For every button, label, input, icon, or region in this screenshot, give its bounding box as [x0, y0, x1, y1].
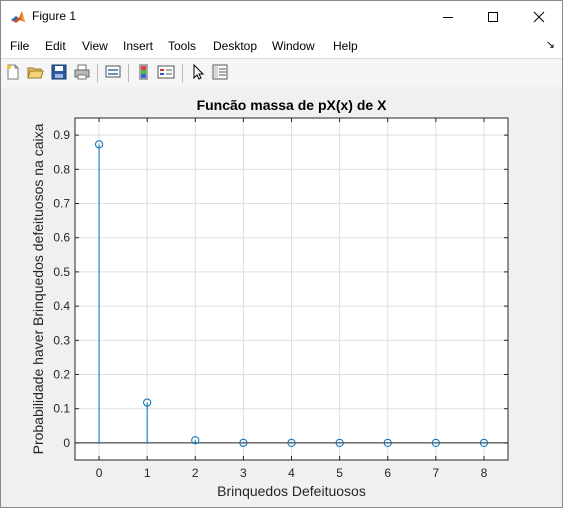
menu-tools[interactable]: Tools [168, 39, 197, 53]
save-icon[interactable] [50, 63, 68, 81]
y-tick-label: 0.9 [53, 128, 70, 142]
x-tick-label: 6 [384, 466, 391, 480]
property-inspector-icon[interactable] [211, 63, 229, 81]
toolbar-separator [182, 64, 183, 82]
y-tick-label: 0.2 [53, 368, 70, 382]
figure-canvas[interactable]: 0 1 2 3 4 5 6 7 8 0 0.1 0.2 0.3 0.4 0.5 0.6 0.7 0.8 0.9 Fu… [1, 87, 562, 507]
x-tick-label: 8 [481, 466, 488, 480]
y-tick-label: 0.7 [53, 197, 70, 211]
stem-marker[interactable] [335, 438, 344, 447]
dock-figure-arrow-icon[interactable]: ↘ [545, 39, 555, 51]
y-tick-label: 0.6 [53, 231, 70, 245]
maximize-icon [488, 12, 498, 22]
menu-bar: File Edit View Insert Tools Desktop Wind… [1, 33, 562, 58]
y-tick-label: 0.4 [53, 299, 70, 313]
stem-marker[interactable] [239, 438, 248, 447]
insert-legend-icon[interactable] [157, 63, 175, 81]
x-axis-label: Brinquedos Defeituosos [217, 483, 366, 499]
close-button[interactable] [516, 1, 562, 33]
figure-toolbar [1, 58, 562, 88]
y-axis-label: Probabilidade haver Brinquedos defeituos… [30, 123, 46, 454]
stem-marker[interactable] [383, 438, 392, 447]
menu-file[interactable]: File [10, 39, 30, 53]
x-tick-label: 0 [96, 466, 103, 480]
y-tick-label: 0.1 [53, 402, 70, 416]
x-tick-label: 5 [336, 466, 343, 480]
x-tick-label: 1 [144, 466, 151, 480]
stem-marker[interactable] [287, 438, 296, 447]
stem-marker[interactable] [143, 398, 152, 407]
maximize-button[interactable] [470, 1, 516, 33]
new-figure-icon[interactable] [4, 63, 22, 81]
toolbar-separator [97, 64, 98, 82]
title-bar[interactable]: Figure 1 [1, 1, 562, 33]
menu-view[interactable]: View [82, 39, 108, 53]
stem-marker[interactable] [191, 436, 200, 445]
x-tick-label: 2 [192, 466, 199, 480]
minimize-icon [443, 17, 453, 18]
stem-plot[interactable]: 0 1 2 3 4 5 6 7 8 0 0.1 0.2 0.3 0.4 0.5 0.6 0.7 0.8 0.9 Fu… [1, 87, 562, 507]
menu-edit[interactable]: Edit [45, 39, 66, 53]
x-tick-label: 3 [240, 466, 247, 480]
stem-marker[interactable] [479, 438, 489, 447]
y-tick-label: 0.3 [53, 333, 70, 347]
menu-window[interactable]: Window [272, 39, 315, 53]
y-tick-label: 0.5 [53, 265, 70, 279]
matlab-logo-icon [11, 11, 25, 23]
stem-marker[interactable] [431, 438, 440, 447]
minimize-button[interactable] [425, 1, 471, 33]
toolbar-separator [128, 64, 129, 82]
window-title: Figure 1 [32, 9, 77, 23]
link-plot-icon[interactable] [104, 63, 122, 81]
print-icon[interactable] [73, 63, 91, 81]
insert-colorbar-icon[interactable] [135, 63, 153, 81]
y-tick-label: 0 [63, 436, 70, 450]
chart-title: Funcão massa de pX(x) de X [197, 97, 387, 113]
open-file-icon[interactable] [26, 63, 44, 81]
edit-plot-pointer-icon[interactable] [189, 63, 207, 81]
menu-help[interactable]: Help [333, 39, 358, 53]
menu-insert[interactable]: Insert [123, 39, 154, 53]
stem-marker[interactable] [94, 140, 104, 149]
menu-desktop[interactable]: Desktop [213, 39, 258, 53]
x-tick-label: 7 [432, 466, 439, 480]
close-icon [533, 11, 545, 23]
x-tick-label: 4 [288, 466, 295, 480]
y-tick-label: 0.8 [53, 162, 70, 176]
